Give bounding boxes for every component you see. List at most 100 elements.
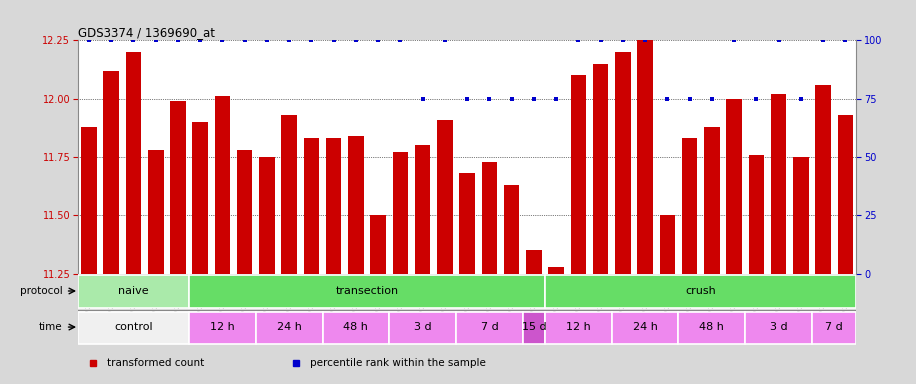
Bar: [660, 215, 675, 274]
Bar: [770, 94, 786, 274]
Bar: [615, 52, 630, 274]
Point: [259, 37, 274, 43]
Bar: [638, 40, 653, 274]
Bar: [748, 155, 764, 274]
Text: 3 d: 3 d: [414, 322, 431, 332]
Text: 12 h: 12 h: [210, 322, 234, 332]
Bar: [326, 138, 342, 274]
Point: [682, 96, 697, 102]
Point: [749, 96, 764, 102]
Point: [349, 37, 364, 43]
Text: 12 h: 12 h: [566, 322, 591, 332]
Bar: [812, 311, 856, 344]
Bar: [303, 138, 319, 274]
Text: 15 d: 15 d: [521, 322, 546, 332]
Point: [505, 96, 519, 102]
Point: [527, 96, 541, 102]
Bar: [104, 71, 119, 274]
Point: [304, 37, 319, 43]
Point: [215, 37, 230, 43]
Point: [838, 37, 853, 43]
Text: time: time: [38, 322, 62, 332]
Point: [549, 96, 563, 102]
Bar: [415, 145, 431, 274]
Point: [726, 37, 741, 43]
Text: 3 d: 3 d: [769, 322, 788, 332]
Bar: [237, 150, 253, 274]
Text: GDS3374 / 1369690_at: GDS3374 / 1369690_at: [78, 26, 215, 39]
Text: naive: naive: [118, 286, 148, 296]
Bar: [189, 275, 545, 308]
Bar: [545, 275, 856, 308]
Bar: [593, 64, 608, 274]
Bar: [147, 150, 163, 274]
Bar: [393, 152, 409, 274]
Bar: [281, 115, 297, 274]
Text: protocol: protocol: [19, 286, 62, 296]
Point: [793, 96, 808, 102]
Bar: [482, 162, 497, 274]
Point: [282, 37, 297, 43]
Bar: [82, 127, 97, 274]
Bar: [837, 115, 853, 274]
Bar: [571, 75, 586, 274]
Bar: [170, 101, 186, 274]
Bar: [256, 311, 322, 344]
Bar: [612, 311, 679, 344]
Bar: [679, 311, 746, 344]
Point: [371, 37, 386, 43]
Bar: [682, 138, 697, 274]
Point: [771, 37, 786, 43]
Text: 7 d: 7 d: [481, 322, 498, 332]
Bar: [322, 311, 389, 344]
Text: crush: crush: [685, 286, 716, 296]
Bar: [214, 96, 230, 274]
Point: [638, 37, 652, 43]
Bar: [259, 157, 275, 274]
Text: 48 h: 48 h: [344, 322, 368, 332]
Text: control: control: [114, 322, 153, 332]
Text: transformed count: transformed count: [107, 358, 204, 368]
Point: [326, 37, 341, 43]
Bar: [549, 266, 564, 274]
Point: [704, 96, 719, 102]
Point: [660, 96, 675, 102]
Bar: [793, 157, 809, 274]
Bar: [459, 173, 474, 274]
Point: [816, 37, 831, 43]
Bar: [125, 52, 141, 274]
Bar: [523, 311, 545, 344]
Bar: [78, 311, 189, 344]
Bar: [189, 311, 256, 344]
Bar: [456, 311, 523, 344]
Point: [460, 96, 474, 102]
Bar: [704, 127, 720, 274]
Bar: [726, 99, 742, 274]
Text: 48 h: 48 h: [700, 322, 725, 332]
Point: [438, 37, 453, 43]
Point: [482, 96, 496, 102]
Bar: [348, 136, 364, 274]
Text: 24 h: 24 h: [277, 322, 301, 332]
Text: percentile rank within the sample: percentile rank within the sample: [310, 358, 485, 368]
Point: [594, 37, 608, 43]
Point: [415, 96, 430, 102]
Bar: [192, 122, 208, 274]
Point: [148, 37, 163, 43]
Bar: [746, 311, 812, 344]
Point: [237, 37, 252, 43]
Bar: [78, 275, 189, 308]
Bar: [526, 250, 541, 274]
Text: 7 d: 7 d: [825, 322, 843, 332]
Bar: [815, 84, 831, 274]
Point: [393, 37, 408, 43]
Text: 24 h: 24 h: [633, 322, 658, 332]
Point: [193, 37, 208, 43]
Point: [126, 37, 141, 43]
Bar: [389, 311, 456, 344]
Point: [571, 37, 585, 43]
Bar: [504, 185, 519, 274]
Bar: [545, 311, 612, 344]
Point: [170, 37, 185, 43]
Bar: [437, 120, 453, 274]
